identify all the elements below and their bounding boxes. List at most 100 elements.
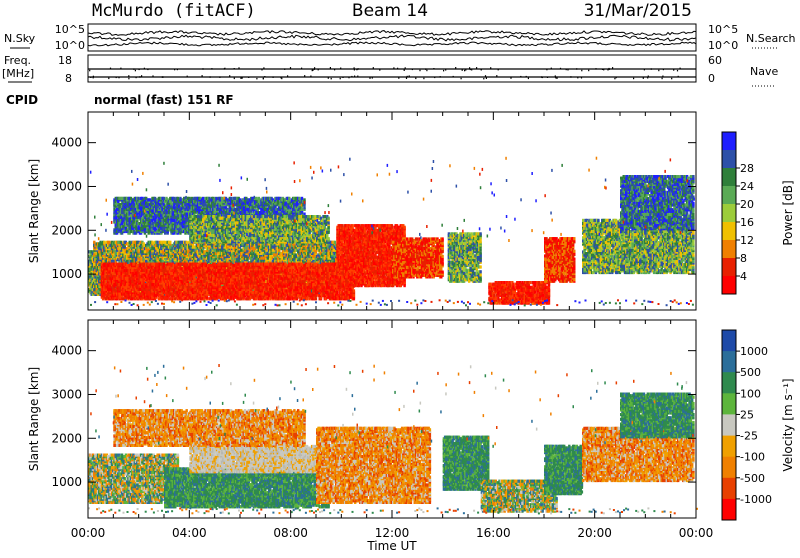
nave-dot	[588, 70, 589, 72]
nave-dot	[264, 76, 265, 78]
scatter-cell	[108, 241, 110, 244]
nave-dot	[133, 68, 134, 70]
nave-dot	[671, 78, 672, 80]
nave-dot	[116, 77, 117, 79]
nave-dot	[187, 76, 188, 78]
nave-dot	[141, 75, 142, 77]
nave-dot	[476, 67, 477, 69]
nave-dot	[465, 69, 466, 71]
nave-dot	[152, 75, 153, 77]
nave-dot	[219, 76, 220, 78]
nave-dot	[248, 77, 249, 79]
nave-dot	[434, 77, 435, 79]
cpid-text: normal (fast) 151 RF	[94, 93, 234, 107]
nave-dot	[608, 68, 609, 70]
nave-dot	[498, 69, 499, 71]
nave-dot	[242, 77, 243, 79]
nave-dot	[174, 69, 175, 71]
station-title: McMurdo (fitACF)	[92, 1, 256, 21]
nave-dot	[433, 68, 434, 70]
nave-dot	[372, 77, 373, 79]
nsky-label: N.Sky	[4, 32, 36, 45]
nave-dot	[287, 75, 288, 77]
date-title: 31/Mar/2015	[584, 1, 692, 21]
scatter-cell	[103, 241, 105, 244]
nave-dot	[110, 68, 111, 70]
nave-dot	[331, 78, 332, 80]
mhz-label: [MHz]	[2, 67, 34, 80]
nave-dot	[210, 76, 211, 78]
nave-dot	[263, 78, 264, 80]
nave-dot	[647, 77, 648, 79]
nsearch-label: N.Search	[746, 32, 796, 45]
nave-dot	[566, 69, 567, 71]
nave-dot	[510, 77, 511, 79]
nave-dot	[358, 68, 359, 70]
nave-dot	[426, 70, 427, 72]
nave-dot	[662, 78, 663, 80]
radar-summary-plot: McMurdo (fitACF) Beam 14 31/Mar/2015 N.S…	[0, 0, 800, 554]
nave-dot	[136, 77, 137, 79]
nave-dot	[662, 76, 663, 78]
nave-dot	[162, 76, 163, 78]
nave-dot	[453, 76, 454, 78]
nave-dot	[443, 70, 444, 72]
noise-lo-left: 10^0	[55, 39, 85, 52]
nave-dot	[393, 67, 394, 69]
nave-dot	[340, 68, 341, 70]
nave-dot	[342, 77, 343, 79]
noise-hi-left: 10^5	[55, 23, 85, 36]
nave-dot	[139, 69, 140, 71]
nave-dot	[663, 69, 664, 71]
nave-dot	[520, 76, 521, 78]
nave-dot	[348, 77, 349, 79]
nave-dot	[301, 68, 302, 70]
nave-dot	[273, 76, 274, 78]
nave-dot	[483, 78, 484, 80]
nave-dot	[658, 70, 659, 72]
nave-dot	[567, 69, 568, 71]
nave-dot	[357, 76, 358, 78]
freq-hi-tick: 18	[58, 54, 72, 67]
nave-dot	[616, 77, 617, 79]
nave-label: Nave	[750, 65, 778, 78]
nave-dot	[461, 78, 462, 80]
nave-dot	[240, 78, 241, 80]
nave-dot	[680, 68, 681, 70]
nave-dot	[496, 75, 497, 77]
nave-dot	[177, 69, 178, 71]
nave-dot	[234, 68, 235, 70]
nave-dot	[280, 77, 281, 79]
nave-dot	[340, 78, 341, 80]
nave-dot	[648, 76, 649, 78]
nave-dot	[577, 77, 578, 79]
nave-dot	[643, 77, 644, 79]
nave-dot	[570, 76, 571, 78]
nave-dot	[147, 69, 148, 71]
nave-hi-tick: 60	[708, 54, 722, 67]
nave-dot	[556, 78, 557, 80]
noise-lo-right: 10^0	[708, 39, 738, 52]
nave-dot	[445, 69, 446, 71]
nave-dot	[314, 67, 315, 69]
nave-dot	[354, 67, 355, 69]
nave-dot	[576, 68, 577, 70]
nave-dot	[409, 75, 410, 77]
noise-hi-right: 10^5	[708, 23, 738, 36]
nave-dot	[354, 76, 355, 78]
scatter-cell	[93, 241, 95, 244]
nave-dot	[581, 70, 582, 72]
freq-lo-tick: 8	[65, 72, 72, 85]
nave-dot	[462, 69, 463, 71]
nave-dot	[425, 68, 426, 70]
nave-dot	[234, 78, 235, 80]
nave-dot	[90, 77, 91, 79]
nave-dot	[469, 67, 470, 69]
nave-dot	[93, 77, 94, 79]
nave-dot	[202, 68, 203, 70]
nave-dot	[603, 69, 604, 71]
nave-dot	[407, 76, 408, 78]
cpid-label: CPID	[6, 93, 38, 107]
nave-dot	[555, 75, 556, 77]
nave-dot	[211, 68, 212, 70]
